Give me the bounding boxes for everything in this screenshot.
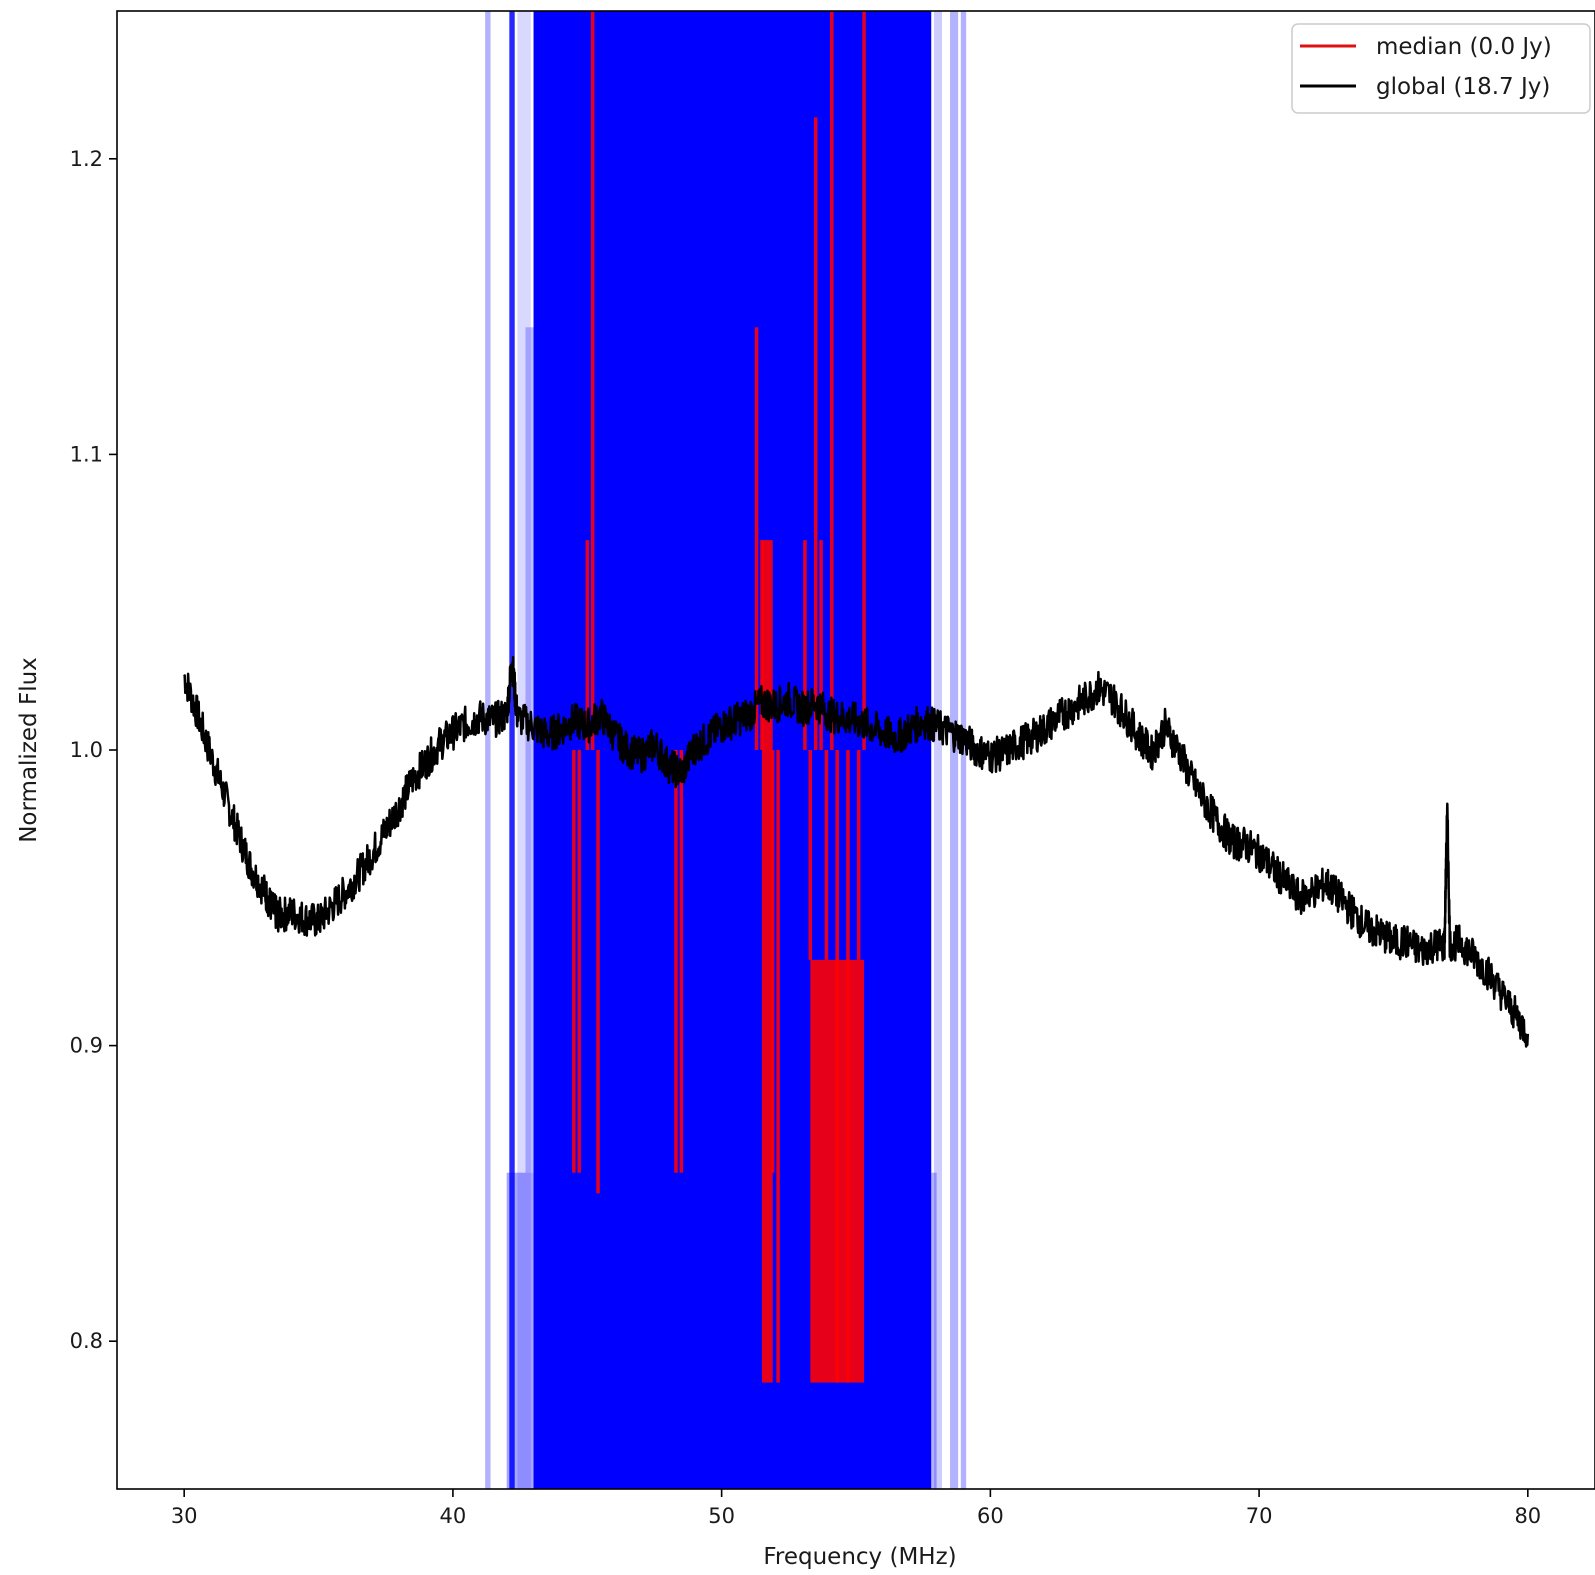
x-tick-label: 40 — [440, 1504, 467, 1528]
legend-box — [1291, 23, 1591, 114]
flag-box — [525, 327, 574, 1173]
y-tick-label: 1.0 — [70, 738, 103, 762]
y-tick-label: 0.9 — [70, 1034, 103, 1058]
x-axis: 30 40 50 60 70 80 — [171, 1489, 1541, 1528]
y-axis: 0.8 0.9 1.0 1.1 1.2 — [70, 147, 117, 1353]
global-line — [183, 655, 1530, 1048]
legend: median (0.0 Jy) global (18.7 Jy) — [1291, 23, 1591, 114]
x-tick-label: 30 — [171, 1504, 198, 1528]
flag-span — [933, 11, 942, 1489]
flag-span — [485, 11, 491, 1489]
y-tick-label: 1.1 — [70, 442, 103, 466]
legend-label-median: median (0.0 Jy) — [1376, 34, 1552, 60]
y-tick-label: 1.2 — [70, 147, 103, 171]
flag-span — [509, 11, 515, 1489]
legend-label-global: global (18.7 Jy) — [1376, 74, 1550, 100]
flag-box — [931, 1172, 937, 1489]
y-tick-label: 0.8 — [70, 1329, 103, 1353]
y-axis-label: Normalized Flux — [16, 657, 42, 843]
x-tick-label: 60 — [977, 1504, 1004, 1528]
x-tick-label: 50 — [708, 1504, 735, 1528]
x-tick-label: 80 — [1514, 1504, 1541, 1528]
flag-span — [517, 11, 531, 1489]
x-tick-label: 70 — [1246, 1504, 1273, 1528]
plot-area — [183, 11, 1530, 1489]
median-series — [572, 11, 866, 1383]
median-dense-block — [810, 959, 865, 1383]
flag-box — [506, 1172, 534, 1489]
x-axis-label: Frequency (MHz) — [763, 1544, 956, 1570]
global-series — [183, 655, 1530, 1048]
median-dense-block — [761, 540, 773, 1383]
